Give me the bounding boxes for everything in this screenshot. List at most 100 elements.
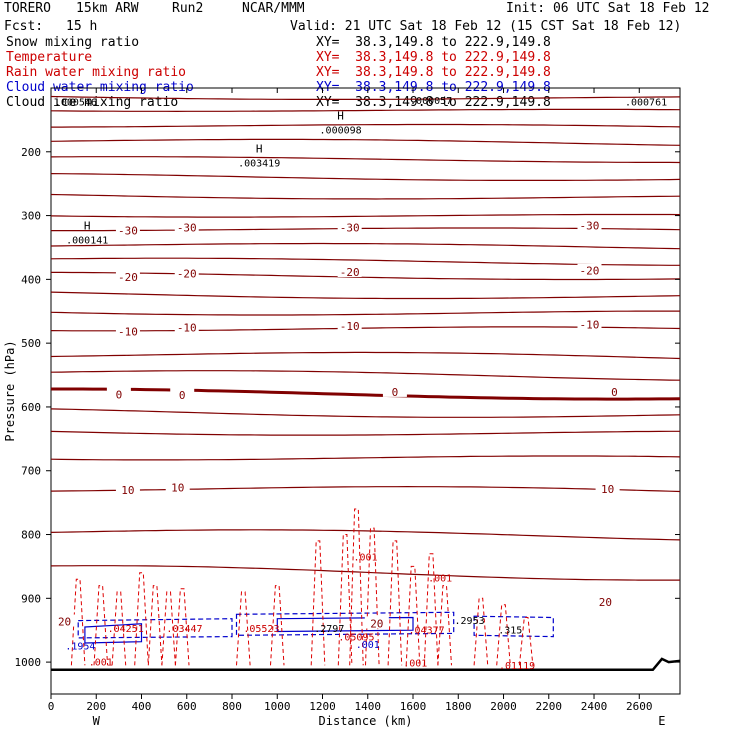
- rain-water-contour: [134, 572, 149, 666]
- extremum-value: .003419: [238, 159, 280, 170]
- temperature-contour-label: 0: [116, 388, 123, 401]
- extremum-value: .000546: [55, 97, 97, 108]
- mixing-ratio-label: .05523: [243, 624, 279, 635]
- y-axis-label: Pressure (hPa): [3, 340, 17, 441]
- label-mask: [337, 220, 362, 233]
- temperature-contour-label: -20: [340, 266, 360, 279]
- extremum-high-marker: H: [256, 143, 263, 156]
- extremum-value: .000141: [66, 235, 108, 246]
- x-tick-label: 1800: [445, 700, 472, 713]
- isotherm-line: [50, 310, 680, 316]
- surface-line: [51, 657, 681, 672]
- y-tick-label: 600: [21, 401, 41, 414]
- isotherm-line: [50, 173, 681, 181]
- field-name: Rain water mixing ratio: [6, 65, 187, 80]
- rain-water-contour: [405, 565, 421, 666]
- rain-water-contour: [349, 508, 364, 666]
- field-name: Snow mixing ratio: [6, 35, 140, 50]
- run-label: Run2: [172, 1, 204, 16]
- label-mask: [115, 324, 140, 337]
- isotherm-line: [50, 193, 681, 200]
- temperature-contour-label: 0: [611, 386, 618, 399]
- isotherm-line: [51, 387, 681, 401]
- x-tick-label: 400: [132, 700, 152, 713]
- temperature-contour-label: 10: [121, 484, 134, 497]
- isotherm-line: [50, 95, 681, 100]
- x-tick-label: 600: [177, 700, 197, 713]
- mixing-ratio-label: .05095: [338, 632, 374, 643]
- mixing-ratio-label: .001: [356, 640, 380, 651]
- isotherm-line: [50, 529, 681, 541]
- x-tick-label: 1400: [355, 700, 382, 713]
- temperature-contour-label: -30: [340, 221, 360, 234]
- x-tick-label: 2000: [490, 700, 517, 713]
- label-mask: [170, 388, 195, 401]
- mixing-ratio-label: .001: [403, 659, 427, 670]
- isotherm-line: [50, 430, 680, 436]
- west-end-label: W: [93, 714, 101, 728]
- fcst-value: 15 h: [66, 19, 98, 34]
- mixing-ratio-label: .04251: [108, 624, 144, 635]
- y-tick-label: 700: [21, 465, 41, 478]
- rain-water-contour: [111, 591, 127, 666]
- plot-frame: [50, 87, 681, 695]
- y-tick-label: 1000: [15, 656, 42, 669]
- cloud-ice-contour: [84, 623, 143, 644]
- isotherm-line: [50, 565, 680, 581]
- x-tick-label: 1000: [264, 700, 291, 713]
- rain-water-contour: [337, 534, 353, 666]
- label-mask: [382, 384, 407, 397]
- isotherm-line: [51, 271, 681, 281]
- temperature-contour-label: -10: [580, 318, 600, 331]
- extremum-value: .000098: [320, 126, 362, 137]
- x-axis-label: Distance (km): [319, 714, 413, 728]
- x-tick-label: 2600: [626, 700, 653, 713]
- rain-water-contour: [387, 540, 403, 666]
- x-tick-label: 0: [48, 700, 55, 713]
- rain-water-contour: [310, 540, 326, 666]
- mixing-ratio-label: .01119: [499, 661, 535, 672]
- temperature-contour-label: 10: [171, 482, 184, 495]
- field-xy: XY= 38.3,149.8 to 222.9,149.8: [316, 65, 551, 80]
- label-mask: [602, 384, 627, 397]
- east-end-label: E: [658, 714, 665, 728]
- extremum-high-marker: H: [337, 110, 344, 123]
- cloud-water-contour: [235, 611, 455, 636]
- mixing-ratio-label: .04377: [409, 625, 445, 636]
- temperature-contour-label: 0: [179, 389, 186, 402]
- x-tick-label: 2400: [581, 700, 608, 713]
- isotherm-line: [50, 485, 681, 493]
- rain-water-contour: [147, 585, 163, 666]
- x-tick-label: 800: [222, 700, 242, 713]
- y-tick-label: 400: [21, 273, 41, 286]
- x-tick-label: 1600: [400, 700, 427, 713]
- init-time: Init: 06 UTC Sat 18 Feb 12: [506, 1, 710, 16]
- temperature-contour-label: 0: [392, 386, 399, 399]
- extremum-high-marker: H: [84, 219, 91, 232]
- mixing-ratio-label: .1954: [65, 641, 95, 652]
- label-mask: [577, 317, 602, 330]
- label-mask: [115, 483, 140, 496]
- temperature-contour-label: 20: [599, 596, 612, 609]
- rain-water-contour: [518, 617, 534, 666]
- isotherm-line: [50, 138, 681, 146]
- label-mask: [577, 263, 602, 276]
- label-mask: [337, 319, 362, 332]
- isotherm-line: [50, 455, 681, 461]
- isotherm-line: [50, 408, 681, 418]
- temperature-contour-label: 10: [601, 483, 614, 496]
- temperature-contour-label: -30: [177, 221, 197, 234]
- resolution-label: 15km ARW: [76, 1, 139, 16]
- temperature-contour-label: -30: [118, 225, 138, 238]
- isotherm-line: [51, 227, 681, 232]
- isotherm-line: [50, 291, 681, 300]
- isotherm-line: [50, 156, 681, 164]
- extremum-value: .000761: [625, 97, 667, 108]
- temperature-contour-label: -20: [118, 271, 138, 284]
- model-name: TORERO: [4, 1, 51, 16]
- label-mask: [115, 223, 140, 236]
- isotherm-line: [50, 242, 681, 250]
- label-mask: [165, 480, 190, 493]
- label-mask: [52, 614, 77, 627]
